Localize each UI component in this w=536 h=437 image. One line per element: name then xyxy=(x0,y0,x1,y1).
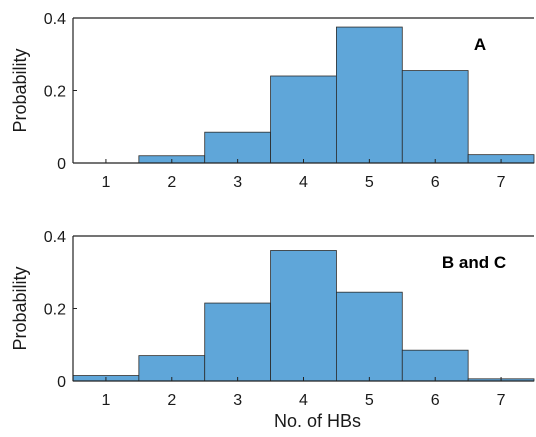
x-tick-label: 1 xyxy=(101,174,110,191)
x-tick-label: 7 xyxy=(497,392,506,409)
x-tick-label: 5 xyxy=(365,392,374,409)
y-tick-label: 0 xyxy=(57,374,66,391)
y-tick-label: 0.2 xyxy=(44,302,66,319)
x-tick-label: 4 xyxy=(299,392,308,409)
y-axis-title: Probability xyxy=(10,48,30,132)
y-tick-label: 0.4 xyxy=(44,229,66,246)
bar-4 xyxy=(270,250,337,382)
bar-6 xyxy=(401,349,469,382)
x-tick-label: 3 xyxy=(233,174,242,191)
x-tick-label: 2 xyxy=(167,392,176,409)
bar-6 xyxy=(401,70,469,164)
x-tick-label: 6 xyxy=(431,174,440,191)
bar-3 xyxy=(204,302,271,382)
bar-5 xyxy=(336,291,403,382)
x-tick-label: 4 xyxy=(299,174,308,191)
bar-3 xyxy=(204,131,271,164)
x-tick-label: 6 xyxy=(431,392,440,409)
bar-4 xyxy=(270,75,337,164)
y-axis-title: Probability xyxy=(10,266,30,350)
x-tick-label: 1 xyxy=(101,392,110,409)
x-tick-label: 7 xyxy=(497,174,506,191)
x-tick-label: 3 xyxy=(233,392,242,409)
y-tick-label: 0 xyxy=(57,156,66,173)
x-axis-title: No. of HBs xyxy=(274,411,361,431)
panel-a: 1 2 3 4 5 6 7 0 0.2 0.4 Probability A xyxy=(10,11,535,191)
x-tick-label: 5 xyxy=(365,174,374,191)
panel-label: B and C xyxy=(442,253,506,272)
y-tick-label: 0.2 xyxy=(44,84,66,101)
panel-label: A xyxy=(474,35,486,54)
bar-5 xyxy=(336,26,403,164)
panel-b-and-c: 1 2 3 4 5 6 7 0 0.2 0.4 Probability No. of HBs B and… xyxy=(10,229,535,431)
x-tick-label: 2 xyxy=(167,174,176,191)
y-tick-label: 0.4 xyxy=(44,11,66,28)
